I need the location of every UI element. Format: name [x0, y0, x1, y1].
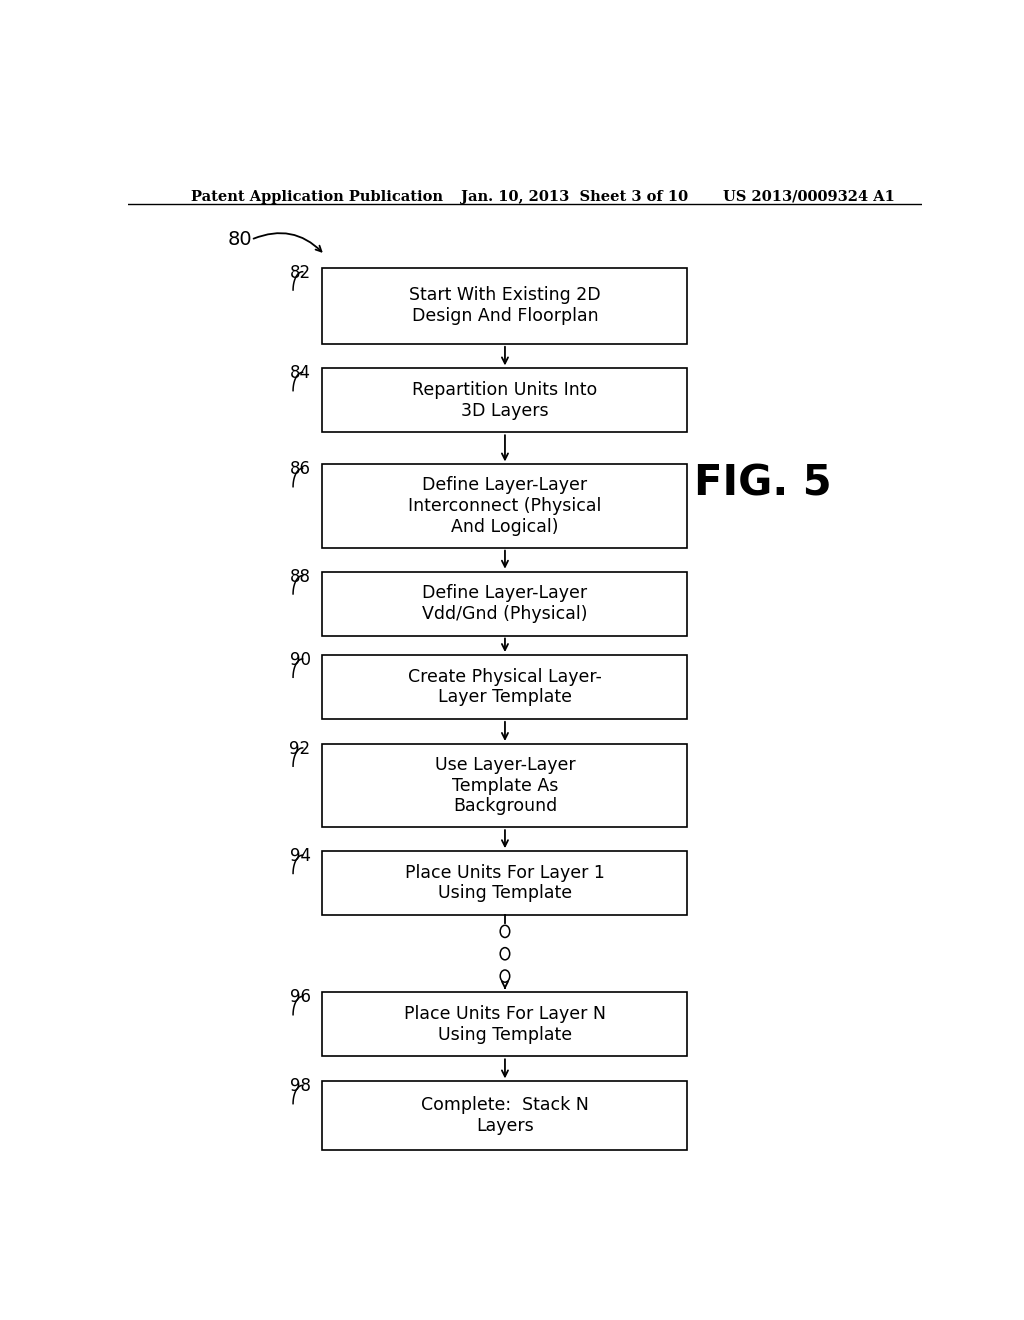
Text: Define Layer-Layer
Vdd/Gnd (Physical): Define Layer-Layer Vdd/Gnd (Physical) — [422, 585, 588, 623]
Text: 94: 94 — [290, 847, 310, 865]
Text: 98: 98 — [290, 1077, 310, 1096]
Text: 96: 96 — [290, 989, 310, 1006]
Text: 90: 90 — [290, 651, 310, 669]
Text: Repartition Units Into
3D Layers: Repartition Units Into 3D Layers — [413, 381, 598, 420]
Text: 82: 82 — [290, 264, 310, 281]
Text: Place Units For Layer N
Using Template: Place Units For Layer N Using Template — [403, 1005, 606, 1044]
Text: Use Layer-Layer
Template As
Background: Use Layer-Layer Template As Background — [434, 756, 575, 816]
Text: 84: 84 — [290, 364, 310, 383]
FancyBboxPatch shape — [323, 1081, 687, 1151]
FancyBboxPatch shape — [323, 268, 687, 345]
FancyBboxPatch shape — [323, 851, 687, 915]
Text: US 2013/0009324 A1: US 2013/0009324 A1 — [723, 190, 895, 203]
Text: FIG. 5: FIG. 5 — [694, 462, 831, 504]
FancyBboxPatch shape — [323, 368, 687, 433]
Circle shape — [500, 925, 510, 937]
Text: 86: 86 — [290, 461, 310, 478]
FancyBboxPatch shape — [323, 993, 687, 1056]
Text: Jan. 10, 2013  Sheet 3 of 10: Jan. 10, 2013 Sheet 3 of 10 — [461, 190, 688, 203]
Text: Create Physical Layer-
Layer Template: Create Physical Layer- Layer Template — [408, 668, 602, 706]
FancyBboxPatch shape — [323, 465, 687, 548]
Text: Start With Existing 2D
Design And Floorplan: Start With Existing 2D Design And Floorp… — [410, 286, 601, 325]
Circle shape — [500, 970, 510, 982]
Text: Define Layer-Layer
Interconnect (Physical
And Logical): Define Layer-Layer Interconnect (Physica… — [409, 477, 602, 536]
Text: Place Units For Layer 1
Using Template: Place Units For Layer 1 Using Template — [406, 863, 605, 903]
Text: Patent Application Publication: Patent Application Publication — [191, 190, 443, 203]
Text: Complete:  Stack N
Layers: Complete: Stack N Layers — [421, 1097, 589, 1135]
Text: 80: 80 — [227, 230, 252, 248]
FancyBboxPatch shape — [323, 744, 687, 828]
Text: 88: 88 — [290, 568, 310, 586]
FancyBboxPatch shape — [323, 572, 687, 636]
Text: 92: 92 — [290, 739, 310, 758]
FancyBboxPatch shape — [323, 655, 687, 719]
Circle shape — [500, 948, 510, 960]
